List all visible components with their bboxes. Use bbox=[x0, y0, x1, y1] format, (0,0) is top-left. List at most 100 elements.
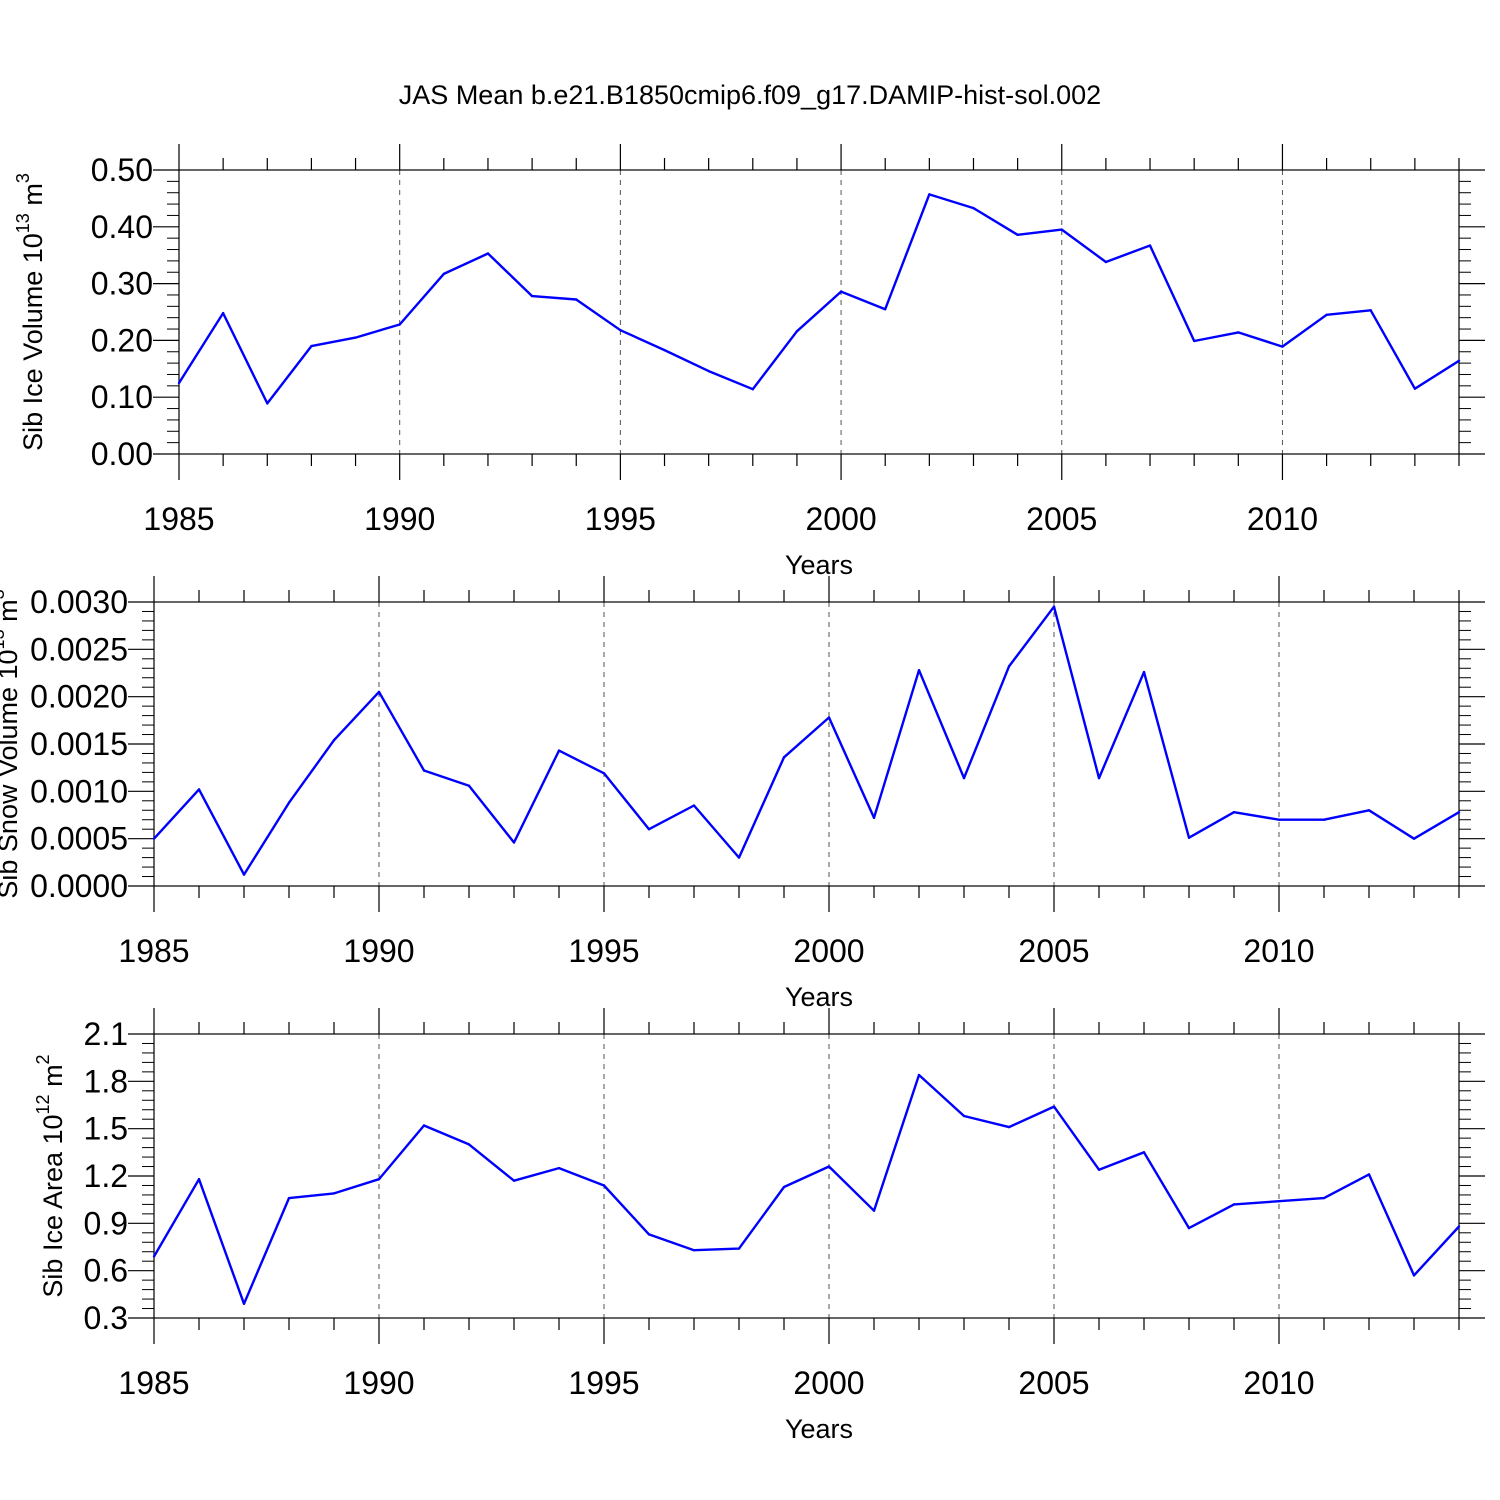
data-point bbox=[512, 1179, 516, 1182]
data-point bbox=[197, 1177, 201, 1181]
data-point bbox=[467, 784, 471, 787]
data-point bbox=[1413, 387, 1417, 390]
x-tick-label: 1985 bbox=[118, 1365, 189, 1401]
data-point bbox=[1007, 665, 1011, 668]
y-tick-label: 0.10 bbox=[91, 379, 153, 415]
data-point bbox=[1097, 776, 1101, 780]
y-axis-label: Sib Ice Area 1012 m2 bbox=[33, 1054, 68, 1297]
y-tick-label: 0.0000 bbox=[30, 868, 128, 904]
data-point bbox=[751, 388, 754, 391]
x-tick-label: 1985 bbox=[143, 501, 214, 537]
y-tick-label: 0.40 bbox=[91, 209, 153, 245]
data-point bbox=[647, 828, 651, 831]
x-axis-label: Years bbox=[785, 1414, 853, 1444]
data-point bbox=[354, 336, 357, 339]
y-tick-label: 0.50 bbox=[91, 152, 153, 188]
data-point bbox=[1104, 260, 1108, 264]
y-tick-label: 0.9 bbox=[84, 1205, 128, 1241]
y-tick-label: 0.0025 bbox=[30, 631, 128, 667]
data-point bbox=[557, 749, 561, 752]
data-point bbox=[332, 739, 336, 742]
data-point bbox=[422, 1124, 426, 1127]
data-point bbox=[1369, 309, 1372, 312]
data-point bbox=[557, 1166, 561, 1170]
y-tick-label: 0.0030 bbox=[30, 584, 128, 620]
data-point bbox=[1322, 818, 1326, 821]
y-tick-label: 1.8 bbox=[84, 1063, 128, 1099]
y-axis-label: Sib Ice Volume 1013 m3 bbox=[13, 173, 48, 451]
data-point bbox=[707, 369, 710, 373]
x-tick-label: 1990 bbox=[343, 933, 414, 969]
x-tick-label: 2000 bbox=[793, 933, 864, 969]
data-point bbox=[917, 668, 921, 672]
data-point bbox=[1232, 810, 1236, 814]
data-point bbox=[884, 307, 887, 311]
data-point bbox=[1277, 1200, 1281, 1203]
data-point bbox=[782, 756, 786, 759]
x-axis-label: Years bbox=[785, 550, 853, 580]
data-point bbox=[310, 344, 313, 348]
data-point bbox=[917, 1073, 921, 1077]
data-point bbox=[242, 1302, 246, 1306]
data-point bbox=[197, 788, 201, 791]
data-point bbox=[962, 776, 966, 780]
y-tick-label: 1.5 bbox=[84, 1111, 128, 1147]
data-point bbox=[287, 1196, 291, 1200]
data-point bbox=[287, 801, 291, 804]
data-point bbox=[152, 837, 156, 840]
data-point bbox=[1457, 810, 1461, 814]
x-tick-label: 1990 bbox=[343, 1365, 414, 1401]
x-tick-label: 2005 bbox=[1018, 1365, 1089, 1401]
data-point bbox=[1457, 1225, 1461, 1228]
data-point bbox=[827, 1165, 831, 1168]
x-tick-label: 1990 bbox=[364, 501, 435, 537]
plot-frame bbox=[178, 169, 1460, 455]
figure-title: JAS Mean b.e21.B1850cmip6.f09_g17.DAMIP-… bbox=[398, 80, 1102, 110]
data-point bbox=[467, 1143, 471, 1146]
data-point bbox=[1232, 1203, 1236, 1206]
data-point bbox=[872, 1209, 876, 1212]
data-point bbox=[442, 272, 446, 276]
y-tick-label: 0.3 bbox=[84, 1300, 128, 1336]
y-tick-label: 0.0010 bbox=[30, 773, 128, 809]
y-tick-label: 0.0005 bbox=[30, 821, 128, 857]
x-tick-label: 1995 bbox=[568, 1365, 639, 1401]
y-tick-label: 0.0020 bbox=[30, 679, 128, 715]
data-point bbox=[1322, 1196, 1326, 1200]
data-point bbox=[266, 402, 269, 405]
series-line bbox=[152, 1073, 1460, 1306]
data-point bbox=[1052, 1105, 1056, 1108]
x-tick-label: 2000 bbox=[805, 501, 876, 537]
data-point bbox=[398, 323, 401, 326]
data-point bbox=[1060, 228, 1063, 231]
data-point bbox=[692, 804, 696, 807]
data-point bbox=[1148, 244, 1152, 247]
data-point bbox=[1325, 313, 1328, 317]
data-point bbox=[377, 1177, 381, 1181]
data-point bbox=[972, 206, 975, 210]
y-tick-label: 0.30 bbox=[91, 266, 153, 302]
data-point bbox=[692, 1248, 696, 1252]
data-point bbox=[1457, 359, 1461, 363]
data-point bbox=[242, 873, 246, 876]
data-point bbox=[737, 856, 741, 859]
data-point bbox=[512, 841, 516, 844]
x-tick-label: 1985 bbox=[118, 933, 189, 969]
data-point bbox=[647, 1233, 651, 1236]
y-tick-label: 2.1 bbox=[84, 1016, 128, 1052]
data-point bbox=[1192, 339, 1196, 343]
x-tick-label: 2010 bbox=[1243, 1365, 1314, 1401]
chart-panel-2: 0.0000 0.0005 0.0010 0.0015 0.0020 0.0025 0.00… bbox=[0, 576, 1485, 1012]
series-line bbox=[153, 605, 1460, 876]
x-tick-label: 2010 bbox=[1247, 501, 1318, 537]
x-tick-label: 2000 bbox=[793, 1365, 864, 1401]
data-point bbox=[1142, 670, 1146, 674]
data-point bbox=[332, 1192, 336, 1195]
data-point bbox=[1187, 836, 1191, 839]
y-axis-label: Sib Snow Volume 1013 m3 bbox=[0, 589, 23, 898]
data-point bbox=[619, 328, 622, 332]
y-tick-label: 1.2 bbox=[84, 1158, 128, 1194]
data-point bbox=[152, 1255, 156, 1258]
